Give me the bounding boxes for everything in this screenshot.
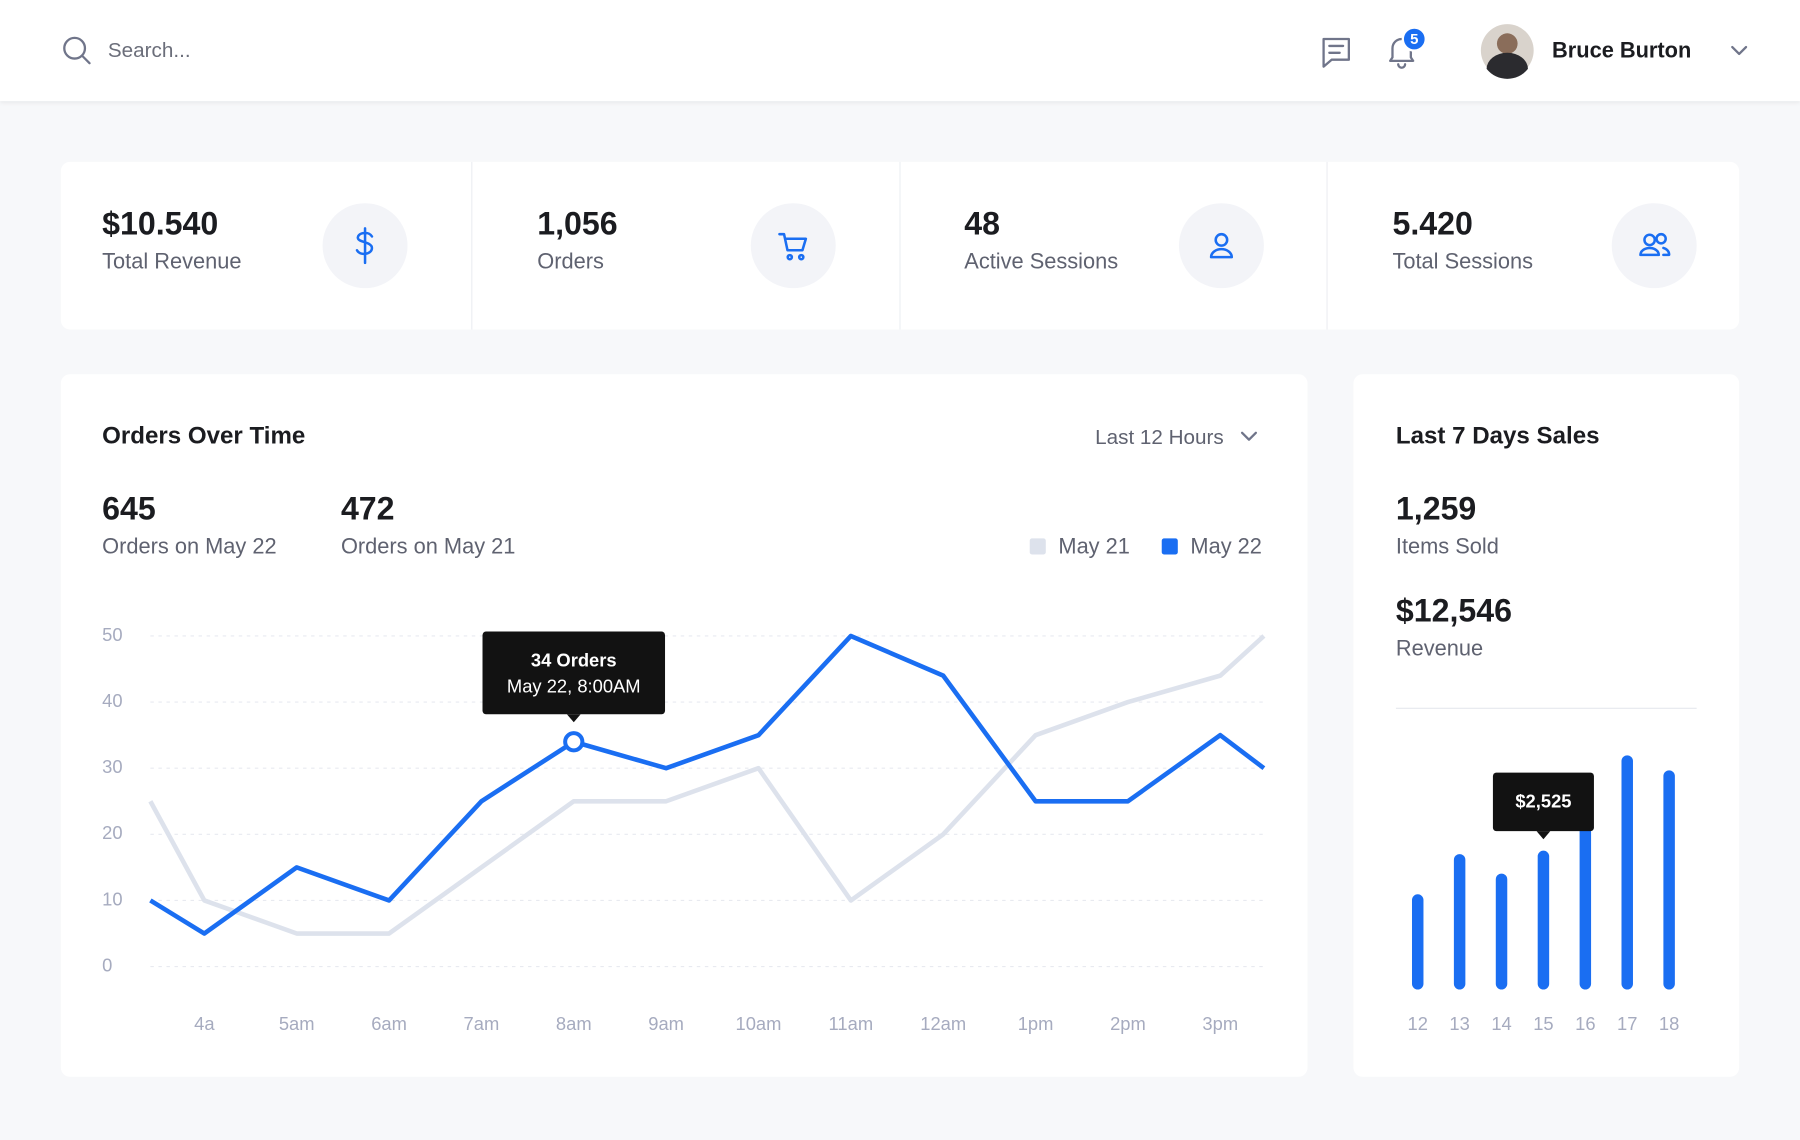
x-tick-label: 8am (556, 1013, 592, 1034)
bar (1537, 850, 1550, 990)
y-tick-label: 40 (102, 690, 122, 711)
x-tick-label: 1pm (1018, 1013, 1054, 1034)
range-select[interactable]: Last 12 Hours (1095, 426, 1224, 449)
tooltip-value: $2,525 (1515, 790, 1571, 811)
x-tick-label: 12am (920, 1013, 966, 1034)
stat-value: 48 (964, 206, 1000, 242)
y-tick-label: 10 (102, 888, 122, 909)
bar (1621, 755, 1633, 990)
orders-icon (750, 203, 836, 289)
search-icon[interactable] (63, 36, 91, 65)
session-icon (1178, 203, 1264, 289)
x-tick-label: 6am (371, 1013, 407, 1034)
summary-label: Revenue (1396, 636, 1483, 661)
stat-label: Total Revenue (102, 249, 241, 274)
sales-card (1353, 374, 1740, 1077)
legend-label: May 22 (1190, 533, 1261, 558)
summary-label: Orders on May 22 (102, 533, 276, 558)
x-tick-label: 9am (648, 1013, 684, 1034)
notification-count: 5 (1410, 31, 1418, 48)
legend-swatch (1161, 538, 1178, 555)
series-line (149, 633, 1266, 936)
bar (1453, 854, 1466, 990)
legend-swatch (1029, 538, 1046, 555)
tooltip-value: 34 Orders (531, 649, 617, 670)
x-tick-label: 4a (194, 1013, 215, 1034)
x-tick-label: 11am (829, 1013, 874, 1034)
summary-value: 1,259 (1396, 490, 1476, 526)
tooltip-box (482, 631, 666, 715)
search-input[interactable]: Search... (108, 39, 191, 62)
y-tick-label: 50 (102, 624, 122, 645)
stat-value: 5.420 (1392, 206, 1472, 242)
bar (1411, 894, 1424, 990)
summary-label: Orders on May 21 (341, 533, 515, 558)
x-tick-label: 3pm (1202, 1013, 1238, 1034)
bar (1495, 873, 1508, 990)
avatar[interactable] (1480, 24, 1534, 79)
summary-value: 472 (341, 490, 395, 526)
x-tick-label: 13 (1449, 1013, 1469, 1034)
x-tick-label: 18 (1659, 1013, 1679, 1034)
legend-label: May 21 (1058, 533, 1129, 558)
orders-card (60, 374, 1308, 1077)
tooltip-pointer (1536, 831, 1551, 840)
stat-value: $10.540 (102, 206, 218, 242)
bar (1579, 792, 1592, 990)
stat-label: Orders (537, 249, 604, 274)
revenue-icon (322, 203, 408, 289)
panel-title: Orders Over Time (102, 423, 305, 450)
sessions-icon (1611, 203, 1697, 289)
tooltip-time: May 22, 8:00AM (507, 676, 641, 697)
x-tick-label: 2pm (1110, 1013, 1146, 1034)
stat-label: Total Sessions (1392, 249, 1533, 274)
stat-value: 1,056 (537, 206, 617, 242)
highlight-point (563, 731, 585, 753)
range-chevron[interactable] (1240, 431, 1258, 441)
x-tick-label: 7am (464, 1013, 500, 1034)
summary-value: $12,546 (1396, 592, 1512, 628)
tooltip-box (1492, 772, 1594, 832)
user-menu-chevron[interactable] (1731, 45, 1748, 56)
stat-label: Active Sessions (964, 249, 1118, 274)
y-tick-label: 0 (102, 954, 112, 975)
x-tick-label: 12 (1408, 1013, 1428, 1034)
panel-title: Last 7 Days Sales (1396, 423, 1600, 450)
bar (1663, 770, 1675, 990)
x-tick-label: 10am (736, 1013, 782, 1034)
series-line (148, 634, 1266, 936)
x-tick-label: 5am (279, 1013, 315, 1034)
user-name[interactable]: Bruce Burton (1552, 37, 1691, 62)
tooltip-pointer (566, 714, 581, 723)
notification-badge (1401, 26, 1427, 52)
messages-icon[interactable] (1322, 37, 1350, 68)
x-tick-label: 16 (1575, 1013, 1595, 1034)
x-tick-label: 14 (1491, 1013, 1511, 1034)
y-tick-label: 20 (102, 822, 122, 843)
y-tick-label: 30 (102, 756, 122, 777)
x-tick-label: 17 (1617, 1013, 1637, 1034)
summary-label: Items Sold (1396, 533, 1499, 558)
x-tick-label: 15 (1533, 1013, 1553, 1034)
summary-value: 645 (102, 490, 156, 526)
